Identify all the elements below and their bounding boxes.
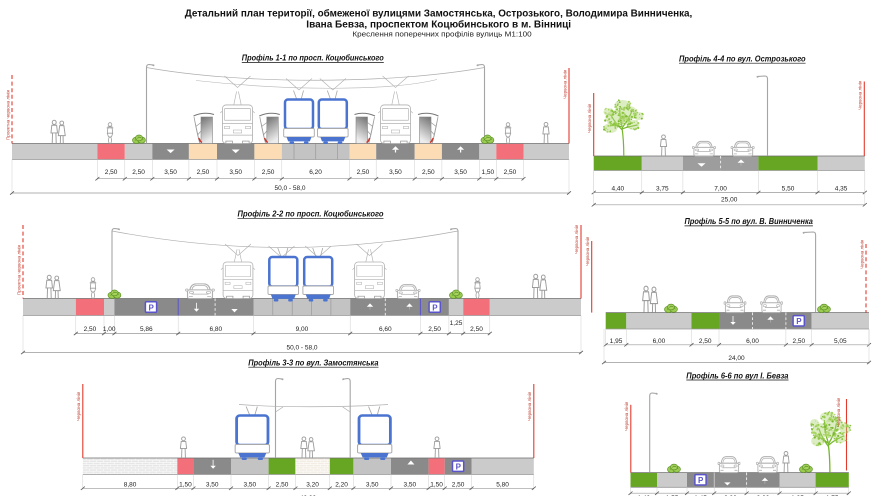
svg-text:Червона лінія: Червона лінія (624, 401, 629, 431)
svg-text:Червона лінія: Червона лінія (563, 69, 568, 99)
svg-text:3,50: 3,50 (403, 482, 416, 489)
svg-text:Червона лінія: Червона лінія (76, 391, 81, 421)
svg-text:3,50: 3,50 (229, 169, 242, 176)
svg-text:Проектна червона лінія: Проектна червона лінія (6, 89, 11, 140)
svg-text:5,50: 5,50 (782, 185, 795, 192)
svg-text:3,50: 3,50 (206, 482, 219, 489)
svg-text:Івана Бевза, проспектом Коцюби: Івана Бевза, проспектом Коцюбинського в … (306, 18, 571, 30)
svg-text:Червона лінія: Червона лінія (587, 103, 592, 133)
svg-text:2,50: 2,50 (105, 169, 118, 176)
svg-text:Червона лінія: Червона лінія (859, 239, 864, 269)
svg-text:Профіль 2-2 по просп. Коцюбинс: Профіль 2-2 по просп. Коцюбинського (238, 210, 384, 219)
svg-text:5,05: 5,05 (834, 338, 847, 345)
svg-text:Червона лінія: Червона лінія (858, 80, 863, 110)
svg-text:Профіль 3-3 по вул. Замостянсь: Профіль 3-3 по вул. Замостянська (248, 359, 379, 368)
svg-text:50,0 - 58,0: 50,0 - 58,0 (274, 185, 305, 192)
svg-text:2,50: 2,50 (262, 169, 275, 176)
svg-text:2,50: 2,50 (84, 326, 97, 333)
svg-text:1,50: 1,50 (481, 169, 494, 176)
svg-text:1,95: 1,95 (610, 338, 623, 345)
svg-text:3,50: 3,50 (389, 169, 402, 176)
svg-text:2,50: 2,50 (132, 169, 145, 176)
svg-text:1,00: 1,00 (103, 326, 116, 333)
svg-text:Профіль 6-6 по вул І. Бевза: Профіль 6-6 по вул І. Бевза (686, 371, 789, 380)
svg-text:50,0 - 58,0: 50,0 - 58,0 (286, 345, 317, 352)
svg-text:1,50: 1,50 (430, 482, 443, 489)
svg-text:2,50: 2,50 (276, 482, 289, 489)
svg-text:Червона лінія: Червона лінія (527, 391, 532, 421)
svg-text:2,20: 2,20 (335, 482, 348, 489)
svg-text:Профіль 5-5 по вул. В. Винниче: Профіль 5-5 по вул. В. Винниченка (685, 217, 814, 226)
svg-text:Червона лінія: Червона лінія (836, 397, 841, 427)
svg-text:Профіль 4-4 по вул. Острозьког: Профіль 4-4 по вул. Острозького (679, 55, 806, 64)
svg-text:1,50: 1,50 (179, 482, 192, 489)
svg-text:6,80: 6,80 (209, 326, 222, 333)
svg-text:P: P (698, 476, 704, 485)
svg-text:P: P (432, 303, 438, 312)
svg-text:3,50: 3,50 (164, 169, 177, 176)
svg-text:3,20: 3,20 (306, 482, 319, 489)
svg-text:6,00: 6,00 (746, 338, 759, 345)
svg-text:Червона лінія: Червона лінія (574, 224, 579, 254)
svg-text:6,60: 6,60 (379, 326, 392, 333)
svg-text:Профіль 1-1 по просп. Коцюбинс: Профіль 1-1 по просп. Коцюбинського (242, 54, 384, 63)
svg-text:2,50: 2,50 (422, 169, 435, 176)
svg-text:2,50: 2,50 (504, 169, 517, 176)
svg-text:6,00: 6,00 (653, 338, 666, 345)
svg-text:4,40: 4,40 (611, 185, 624, 192)
svg-text:1,25: 1,25 (450, 320, 463, 327)
svg-text:Червона лінія: Червона лінія (585, 236, 590, 266)
svg-text:2,50: 2,50 (357, 169, 370, 176)
svg-text:2,50: 2,50 (470, 326, 483, 333)
svg-text:Креслення поперечних профілів: Креслення поперечних профілів вулиць М1:… (352, 30, 531, 39)
svg-text:25,00: 25,00 (721, 197, 738, 204)
svg-text:2,50: 2,50 (792, 338, 805, 345)
svg-text:P: P (456, 463, 462, 472)
svg-text:5,80: 5,80 (496, 482, 509, 489)
svg-text:6,20: 6,20 (309, 169, 322, 176)
svg-text:Проектна червона лінія: Проектна червона лінія (17, 244, 22, 295)
svg-text:3,50: 3,50 (454, 169, 467, 176)
svg-text:3,50: 3,50 (366, 482, 379, 489)
svg-text:P: P (149, 303, 155, 312)
svg-text:7,00: 7,00 (714, 185, 727, 192)
svg-text:2,50: 2,50 (452, 482, 465, 489)
svg-text:5,86: 5,86 (140, 326, 153, 333)
svg-text:Детальний план території, обме: Детальний план території, обмеженої вули… (185, 8, 693, 20)
svg-text:3,50: 3,50 (243, 482, 256, 489)
svg-text:3,75: 3,75 (656, 185, 669, 192)
svg-text:2,50: 2,50 (699, 338, 712, 345)
svg-text:8,80: 8,80 (124, 482, 137, 489)
svg-text:2,50: 2,50 (197, 169, 210, 176)
svg-text:24,00: 24,00 (728, 355, 745, 362)
svg-text:4,35: 4,35 (835, 185, 848, 192)
svg-text:2,50: 2,50 (428, 326, 441, 333)
svg-text:9,00: 9,00 (296, 326, 309, 333)
svg-text:P: P (796, 317, 802, 326)
